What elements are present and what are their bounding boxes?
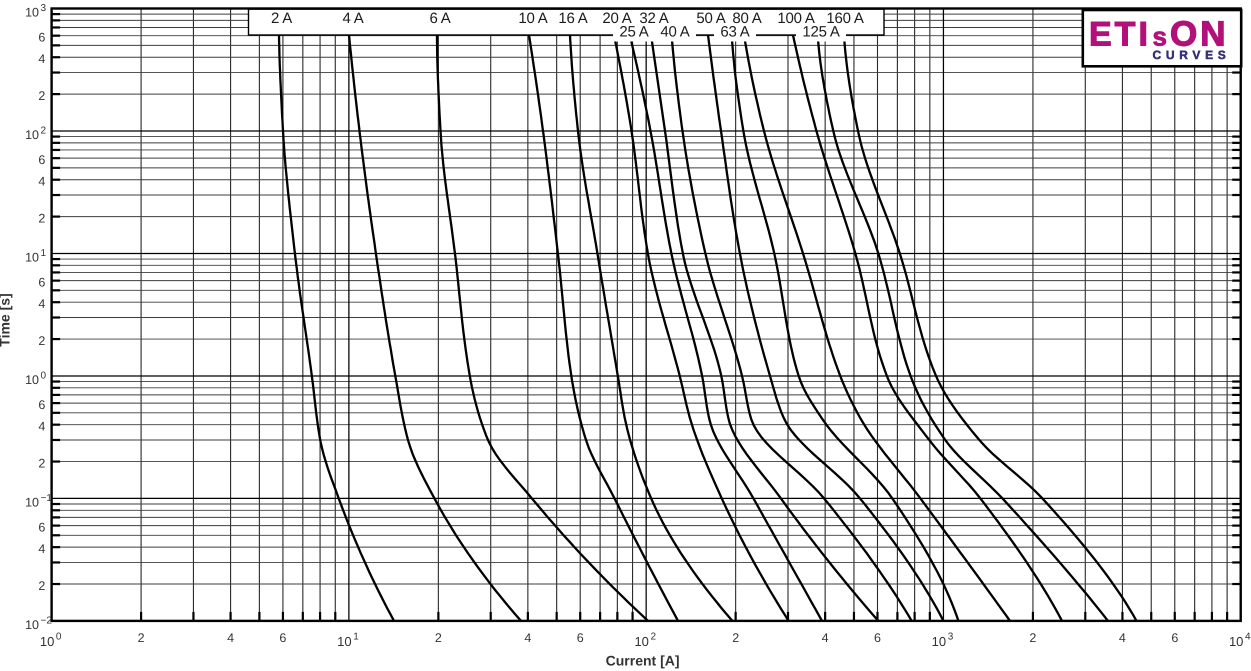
svg-text:4: 4 bbox=[1245, 631, 1251, 642]
svg-text:6: 6 bbox=[1171, 631, 1178, 645]
svg-text:6: 6 bbox=[577, 631, 584, 645]
svg-text:3: 3 bbox=[41, 3, 47, 14]
svg-text:10: 10 bbox=[25, 618, 39, 632]
svg-text:4: 4 bbox=[227, 631, 234, 645]
svg-text:2: 2 bbox=[38, 456, 45, 470]
svg-text:6: 6 bbox=[38, 520, 45, 534]
svg-text:80 A: 80 A bbox=[732, 10, 761, 27]
svg-text:−2: −2 bbox=[41, 615, 53, 626]
svg-text:2: 2 bbox=[41, 125, 47, 136]
svg-text:10 A: 10 A bbox=[518, 10, 547, 27]
svg-text:6: 6 bbox=[38, 275, 45, 289]
svg-text:2: 2 bbox=[38, 211, 45, 225]
svg-text:CURVES: CURVES bbox=[1153, 48, 1231, 62]
svg-text:32 A: 32 A bbox=[639, 10, 668, 27]
svg-text:4: 4 bbox=[38, 542, 45, 556]
svg-text:Current [A]: Current [A] bbox=[606, 653, 680, 669]
svg-text:−1: −1 bbox=[41, 493, 53, 504]
svg-text:2: 2 bbox=[732, 631, 739, 645]
svg-text:4: 4 bbox=[822, 631, 829, 645]
svg-text:4: 4 bbox=[524, 631, 531, 645]
svg-text:10: 10 bbox=[337, 634, 351, 649]
svg-text:ETI: ETI bbox=[1089, 16, 1151, 54]
svg-text:6 A: 6 A bbox=[429, 10, 450, 27]
svg-text:0: 0 bbox=[41, 370, 47, 381]
svg-text:4 A: 4 A bbox=[342, 10, 363, 27]
svg-text:2: 2 bbox=[435, 631, 442, 645]
svg-text:4: 4 bbox=[1119, 631, 1126, 645]
svg-text:2: 2 bbox=[1029, 631, 1036, 645]
svg-text:4: 4 bbox=[38, 175, 45, 189]
svg-text:100 A: 100 A bbox=[777, 10, 815, 27]
svg-text:6: 6 bbox=[38, 31, 45, 45]
svg-text:2: 2 bbox=[651, 631, 657, 642]
svg-text:10: 10 bbox=[25, 373, 39, 387]
svg-text:2 A: 2 A bbox=[271, 10, 292, 27]
svg-text:Time [s]: Time [s] bbox=[0, 293, 13, 346]
svg-text:0: 0 bbox=[56, 631, 62, 642]
svg-text:6: 6 bbox=[874, 631, 881, 645]
svg-text:1: 1 bbox=[353, 631, 359, 642]
svg-text:2: 2 bbox=[138, 631, 145, 645]
svg-text:6: 6 bbox=[38, 153, 45, 167]
svg-text:2: 2 bbox=[38, 334, 45, 348]
svg-text:125 A: 125 A bbox=[802, 23, 840, 40]
svg-text:3: 3 bbox=[948, 631, 954, 642]
svg-text:4: 4 bbox=[38, 52, 45, 66]
svg-text:10: 10 bbox=[40, 634, 54, 649]
svg-text:ON: ON bbox=[1170, 15, 1229, 54]
svg-text:10: 10 bbox=[634, 634, 648, 649]
svg-text:16 A: 16 A bbox=[558, 10, 587, 27]
svg-text:2: 2 bbox=[38, 579, 45, 593]
svg-text:10: 10 bbox=[932, 634, 946, 649]
svg-text:63 A: 63 A bbox=[720, 23, 749, 40]
svg-text:25 A: 25 A bbox=[619, 23, 648, 40]
svg-text:6: 6 bbox=[279, 631, 286, 645]
svg-text:6: 6 bbox=[38, 398, 45, 412]
svg-text:10: 10 bbox=[25, 6, 39, 20]
svg-text:160 A: 160 A bbox=[826, 10, 864, 27]
svg-text:2: 2 bbox=[38, 89, 45, 103]
svg-text:10: 10 bbox=[25, 251, 39, 265]
svg-text:s: s bbox=[1153, 22, 1167, 52]
svg-text:50 A: 50 A bbox=[696, 10, 725, 27]
svg-text:40 A: 40 A bbox=[660, 23, 689, 40]
svg-text:4: 4 bbox=[38, 297, 45, 311]
svg-text:10: 10 bbox=[1229, 634, 1243, 649]
svg-text:1: 1 bbox=[41, 248, 47, 259]
svg-text:10: 10 bbox=[25, 495, 39, 509]
svg-text:4: 4 bbox=[38, 420, 45, 434]
svg-text:10: 10 bbox=[25, 128, 39, 142]
svg-text:20 A: 20 A bbox=[602, 10, 631, 27]
